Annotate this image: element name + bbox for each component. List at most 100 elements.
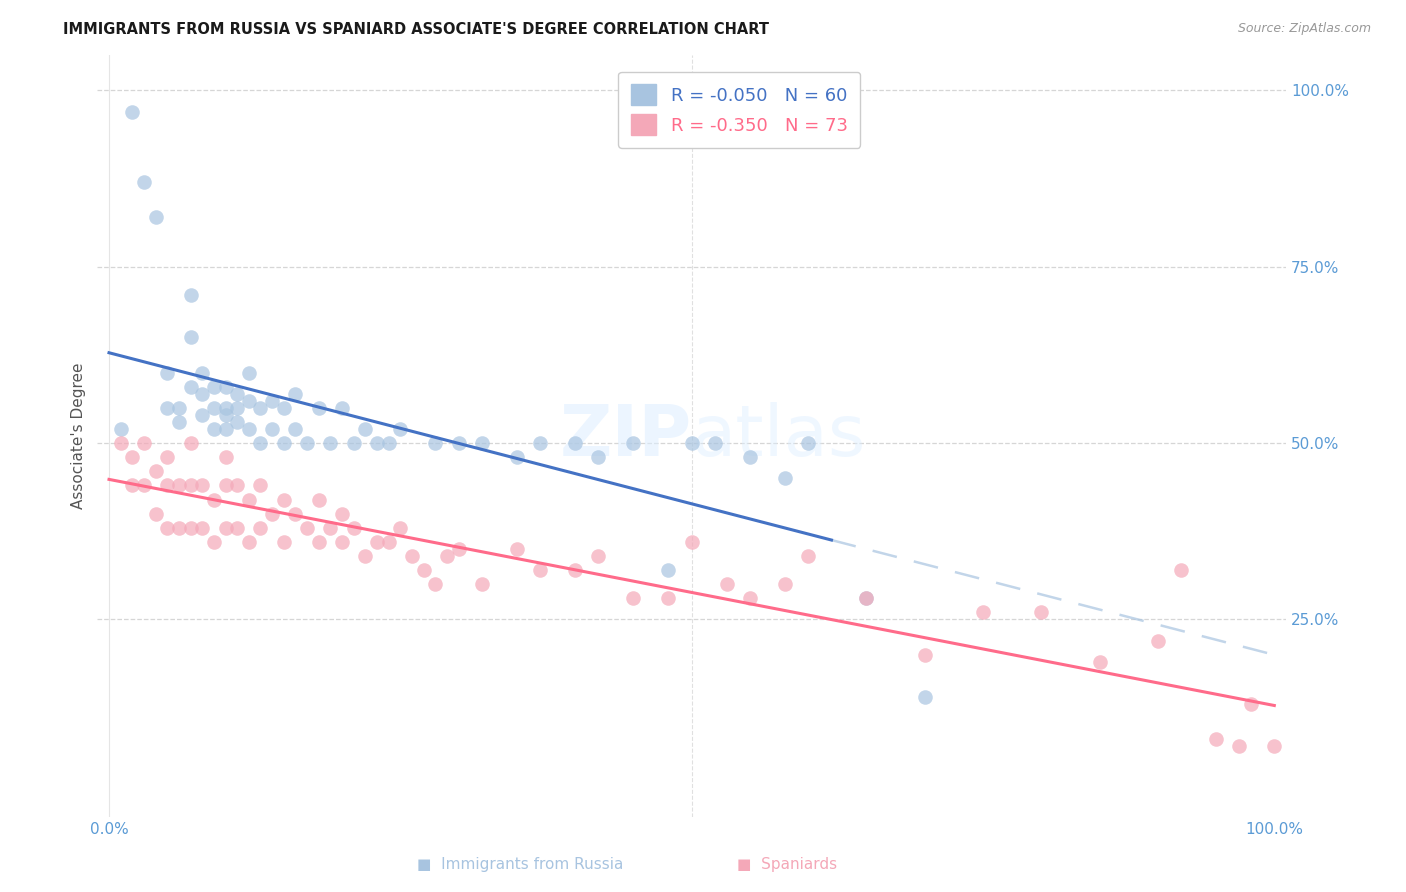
Point bbox=[202, 492, 225, 507]
Point bbox=[214, 408, 236, 422]
Point bbox=[330, 507, 353, 521]
Point bbox=[506, 541, 529, 556]
Point bbox=[202, 534, 225, 549]
Point bbox=[226, 478, 249, 492]
Point bbox=[1088, 655, 1111, 669]
Point bbox=[238, 534, 260, 549]
Point bbox=[343, 521, 366, 535]
Point bbox=[145, 464, 167, 478]
Point bbox=[110, 436, 132, 450]
Point bbox=[156, 478, 179, 492]
Point bbox=[1240, 697, 1263, 711]
Point bbox=[681, 436, 703, 450]
Point bbox=[447, 436, 470, 450]
Point bbox=[284, 507, 307, 521]
Point bbox=[156, 521, 179, 535]
Point bbox=[330, 401, 353, 415]
Point bbox=[273, 401, 295, 415]
Point bbox=[295, 436, 318, 450]
Point bbox=[180, 521, 202, 535]
Point bbox=[377, 534, 399, 549]
Point bbox=[425, 577, 447, 591]
Point bbox=[145, 211, 167, 225]
Point bbox=[284, 386, 307, 401]
Point bbox=[226, 401, 249, 415]
Point bbox=[319, 521, 342, 535]
Point bbox=[773, 471, 796, 485]
Point bbox=[249, 521, 271, 535]
Point bbox=[121, 450, 143, 465]
Point bbox=[319, 436, 342, 450]
Point bbox=[180, 330, 202, 344]
Point bbox=[855, 591, 877, 606]
Point bbox=[202, 380, 225, 394]
Point bbox=[855, 591, 877, 606]
Point bbox=[412, 563, 434, 577]
Point bbox=[249, 478, 271, 492]
Point bbox=[191, 478, 214, 492]
Point bbox=[167, 401, 190, 415]
Point bbox=[295, 521, 318, 535]
Point bbox=[354, 549, 377, 563]
Point bbox=[389, 422, 412, 436]
Point bbox=[1263, 739, 1285, 754]
Point bbox=[156, 366, 179, 380]
Point bbox=[214, 478, 236, 492]
Point bbox=[447, 541, 470, 556]
Point bbox=[1031, 606, 1053, 620]
Point bbox=[110, 422, 132, 436]
Point bbox=[156, 401, 179, 415]
Point bbox=[1322, 767, 1344, 781]
Point bbox=[262, 393, 284, 408]
Point bbox=[191, 521, 214, 535]
Point bbox=[238, 492, 260, 507]
Text: ■  Immigrants from Russia: ■ Immigrants from Russia bbox=[418, 857, 623, 872]
Point bbox=[716, 577, 738, 591]
Point bbox=[914, 648, 936, 662]
Point bbox=[191, 408, 214, 422]
Point bbox=[738, 450, 761, 465]
Point bbox=[308, 534, 330, 549]
Point bbox=[238, 393, 260, 408]
Point bbox=[214, 450, 236, 465]
Point bbox=[167, 415, 190, 429]
Point bbox=[914, 690, 936, 704]
Point bbox=[588, 450, 610, 465]
Point bbox=[564, 436, 586, 450]
Point bbox=[972, 606, 994, 620]
Point bbox=[202, 401, 225, 415]
Point bbox=[191, 386, 214, 401]
Point bbox=[529, 563, 551, 577]
Point bbox=[132, 175, 155, 189]
Point bbox=[738, 591, 761, 606]
Point bbox=[354, 422, 377, 436]
Point bbox=[401, 549, 423, 563]
Point bbox=[425, 436, 447, 450]
Point bbox=[471, 436, 494, 450]
Point bbox=[132, 436, 155, 450]
Point bbox=[389, 521, 412, 535]
Text: atlas: atlas bbox=[692, 401, 866, 471]
Point bbox=[249, 436, 271, 450]
Point bbox=[330, 534, 353, 549]
Point bbox=[471, 577, 494, 591]
Point bbox=[121, 104, 143, 119]
Text: IMMIGRANTS FROM RUSSIA VS SPANIARD ASSOCIATE'S DEGREE CORRELATION CHART: IMMIGRANTS FROM RUSSIA VS SPANIARD ASSOC… bbox=[63, 22, 769, 37]
Point bbox=[156, 450, 179, 465]
Point bbox=[262, 422, 284, 436]
Y-axis label: Associate's Degree: Associate's Degree bbox=[72, 363, 86, 509]
Point bbox=[657, 563, 679, 577]
Point bbox=[273, 492, 295, 507]
Point bbox=[238, 366, 260, 380]
Point bbox=[262, 507, 284, 521]
Point bbox=[1286, 761, 1309, 775]
Point bbox=[180, 478, 202, 492]
Point bbox=[202, 422, 225, 436]
Point bbox=[1170, 563, 1192, 577]
Point bbox=[226, 415, 249, 429]
Point bbox=[797, 549, 820, 563]
Point bbox=[588, 549, 610, 563]
Point bbox=[238, 422, 260, 436]
Point bbox=[180, 288, 202, 302]
Point bbox=[436, 549, 458, 563]
